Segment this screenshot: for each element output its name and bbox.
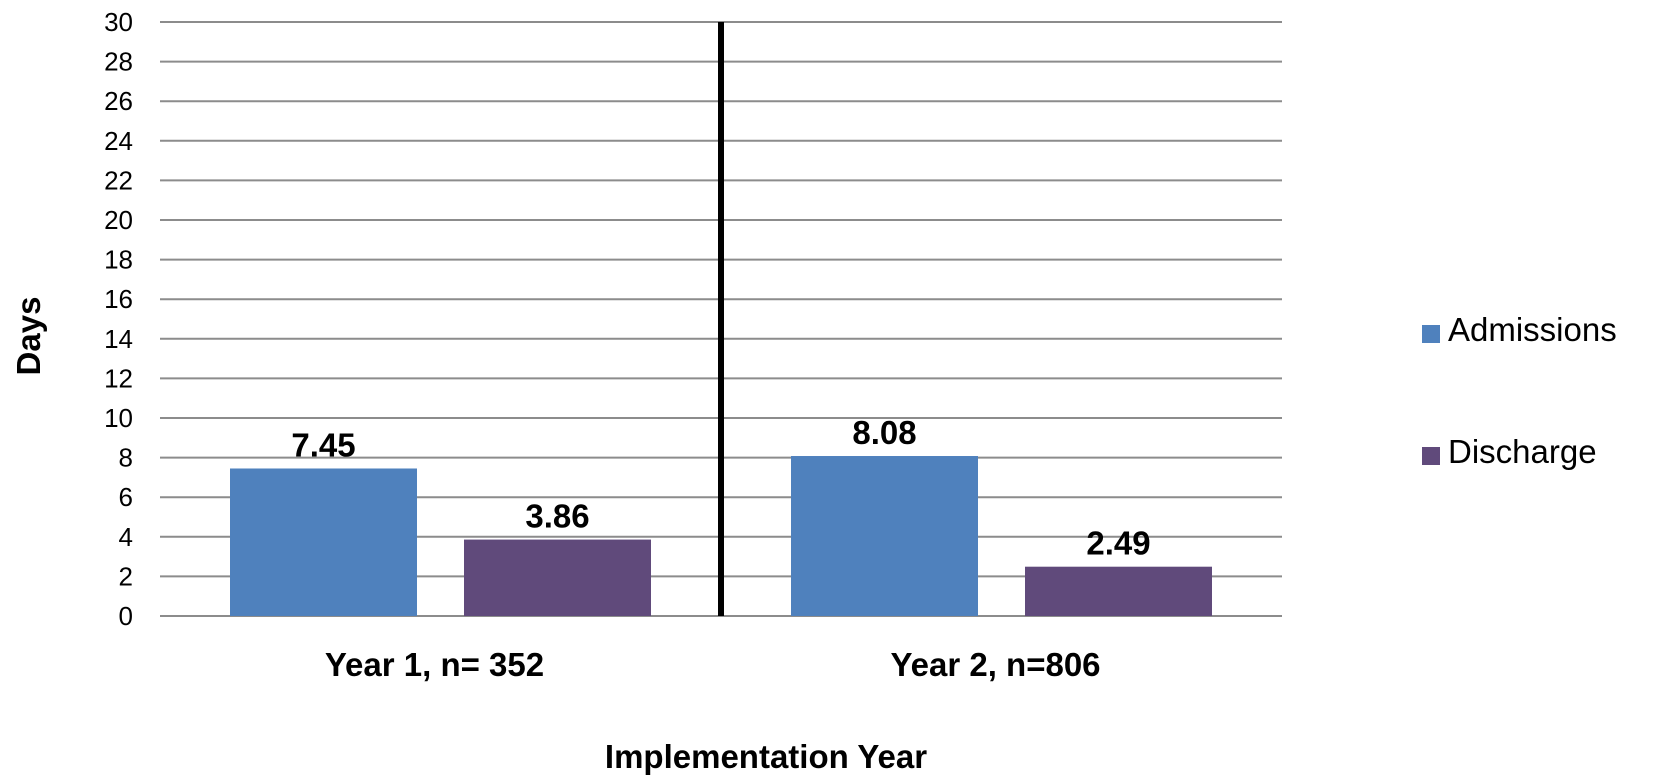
x-category-label: Year 2, n=806 (890, 646, 1100, 683)
legend-swatch-admissions (1422, 325, 1440, 343)
y-tick-label: 26 (104, 86, 133, 116)
y-tick-label: 12 (104, 363, 133, 393)
legend-label-discharge: Discharge (1448, 433, 1597, 470)
data-label-discharge-2: 2.49 (1086, 525, 1150, 562)
y-axis-title: Days (10, 297, 47, 376)
x-axis-category-labels: Year 1, n= 352 Year 2, n=806 (325, 646, 1101, 683)
y-tick-label: 22 (104, 165, 133, 195)
y-tick-label: 14 (104, 324, 133, 354)
y-tick-label: 16 (104, 284, 133, 314)
y-tick-label: 28 (104, 47, 133, 77)
y-tick-label: 20 (104, 205, 133, 235)
y-tick-label: 2 (119, 561, 133, 591)
bar-discharge-1 (464, 539, 651, 616)
bars (230, 456, 1212, 616)
data-labels: 7.45 8.08 3.86 2.49 (291, 414, 1150, 562)
bar-admissions-2 (791, 456, 978, 616)
legend-swatch-discharge (1422, 447, 1440, 465)
y-tick-label: 6 (119, 482, 133, 512)
y-tick-label: 4 (119, 522, 133, 552)
data-label-admissions-1: 7.45 (291, 426, 355, 463)
y-tick-label: 0 (119, 601, 133, 631)
x-category-label: Year 1, n= 352 (325, 646, 544, 683)
x-axis-title: Implementation Year (605, 738, 927, 775)
y-tick-label: 24 (104, 126, 133, 156)
y-tick-label: 18 (104, 245, 133, 275)
y-tick-label: 10 (104, 403, 133, 433)
bar-admissions-1 (230, 468, 417, 616)
legend: Admissions Discharge (1422, 311, 1617, 470)
legend-label-admissions: Admissions (1448, 311, 1617, 348)
bar-discharge-2 (1025, 566, 1212, 616)
y-tick-label: 8 (119, 443, 133, 473)
data-label-admissions-2: 8.08 (852, 414, 916, 451)
data-label-discharge-1: 3.86 (525, 498, 589, 535)
y-tick-label: 30 (104, 7, 133, 37)
